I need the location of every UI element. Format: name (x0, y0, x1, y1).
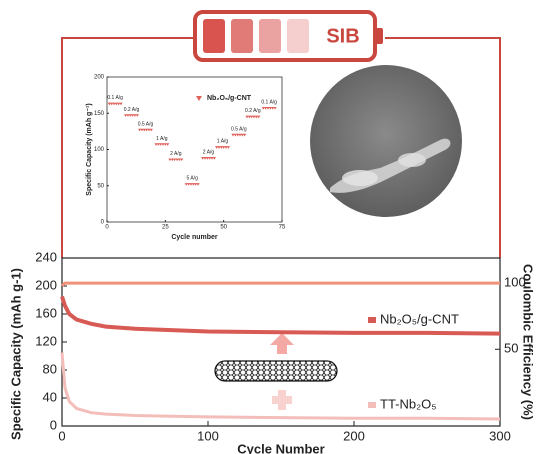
point (257, 116, 260, 119)
x-tick-label: 25 (162, 225, 169, 231)
battery-cell (231, 19, 253, 53)
step-points (138, 129, 153, 132)
step-points (108, 103, 123, 106)
x-tick-label: 50 (220, 225, 227, 231)
legend-marker (368, 317, 376, 323)
y2-tick-label: 50 (504, 341, 518, 356)
y-tick-label: 0 (101, 220, 105, 226)
step-points (201, 157, 216, 160)
step-label: 0.2 A/g (245, 108, 261, 114)
y-tick-label: 40 (43, 389, 57, 404)
y-tick-label: 200 (35, 277, 57, 292)
step-points (154, 143, 169, 146)
sem-particle (398, 153, 426, 167)
sem-particle (342, 170, 378, 186)
step-points (245, 116, 260, 119)
point (213, 157, 216, 160)
step-points (185, 183, 200, 186)
step-points (262, 107, 277, 110)
step-label: 0.1 A/g (261, 100, 277, 106)
y-axis-label: Specific Capacity (mAh g⁻¹) (86, 103, 93, 195)
y-tick-label: 240 (35, 249, 57, 264)
y-tick-label: 80 (43, 361, 57, 376)
legend-marker (196, 96, 202, 101)
point (180, 158, 183, 161)
point (150, 129, 153, 132)
battery-cell (203, 19, 225, 53)
x-tick-label: 0 (58, 428, 65, 443)
point (166, 143, 169, 146)
x-axis-label: Cycle number (171, 234, 218, 241)
x-tick-label: 300 (489, 428, 511, 443)
series-line (62, 283, 500, 286)
y-tick-label: 120 (35, 333, 57, 348)
arrow-up (270, 333, 294, 354)
step-label: 0.5 A/g (138, 121, 154, 127)
step-points (168, 158, 183, 161)
step-label: 1 A/g (217, 139, 229, 145)
point (227, 146, 230, 149)
step-points (215, 146, 230, 149)
x-axis-label: Cycle Number (237, 441, 324, 454)
y-tick-label: 200 (94, 75, 105, 81)
point (273, 107, 276, 110)
step-points (231, 134, 246, 137)
step-label: 2 A/g (170, 151, 182, 157)
step-label: 0.5 A/g (231, 126, 247, 132)
y-tick-label: 150 (94, 111, 105, 117)
step-label: 1 A/g (156, 136, 168, 142)
y-tick-label: 50 (97, 183, 104, 189)
step-points (124, 114, 139, 117)
y-axis-label: Specific Capacity (mAh g-1) (8, 268, 23, 440)
y-tick-label: 160 (35, 305, 57, 320)
point (196, 183, 199, 186)
battery-nub (375, 28, 383, 44)
legend-label: TT-Nb₂O₅ (380, 396, 437, 411)
y2-axis-label: Coulombic Efficiency (%) (521, 264, 536, 420)
y-tick-label: 100 (94, 147, 105, 153)
battery-cell (259, 19, 281, 53)
step-label: 0.1 A/g (107, 95, 123, 101)
point (119, 103, 122, 106)
legend-marker (368, 402, 376, 408)
x-tick-label: 0 (105, 225, 109, 231)
battery-label: SIB (326, 25, 359, 47)
nanotube-icon (215, 361, 337, 381)
step-label: 5 A/g (186, 176, 198, 182)
step-label: 0.2 A/g (124, 107, 140, 113)
x-tick-label: 200 (343, 428, 365, 443)
legend-label: Nb₂O₅/g-CNT (380, 311, 459, 326)
plus-icon (272, 390, 292, 410)
graphical-abstract: SIB 0 100 200 300 0 40 80 120 160 200 240 Cycle Num… (0, 0, 539, 454)
x-tick-label: 75 (279, 225, 286, 231)
legend-label: Nb₂O₅/g-CNT (207, 95, 252, 102)
battery-cell (287, 19, 309, 53)
inset-frame (107, 77, 282, 222)
y-tick-label: 0 (50, 417, 57, 432)
x-tick-label: 100 (197, 428, 219, 443)
step-label: 2 A/g (203, 150, 215, 156)
point (136, 114, 139, 117)
point (243, 134, 246, 137)
